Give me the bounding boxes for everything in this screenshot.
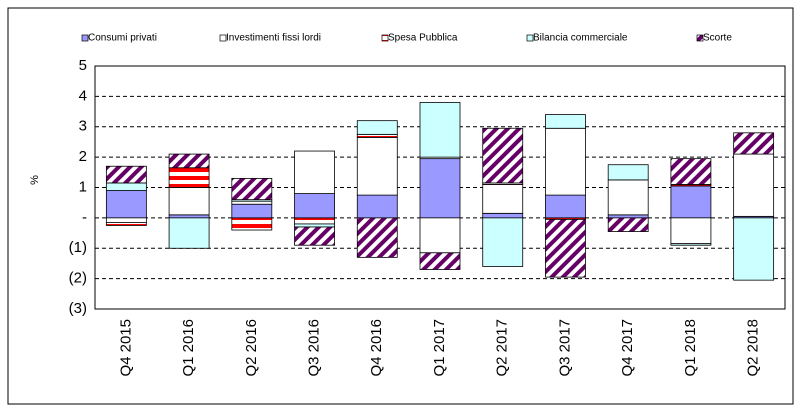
bar-segment: [356, 133, 398, 138]
bar-segment: [419, 158, 461, 219]
bar-segment: [294, 217, 335, 225]
bar-segment: [419, 252, 461, 270]
bar-segment: [545, 114, 586, 129]
y-axis-label: %: [29, 175, 41, 185]
legend-text: Bilancia commerciale: [533, 33, 628, 44]
legend-swatch: [381, 34, 389, 42]
bar-segment: [545, 127, 586, 196]
legend-text: Scorte: [703, 33, 732, 44]
x-tick-label: Q3 2017: [556, 319, 573, 377]
bar-segment: [670, 158, 712, 185]
y-tick-label: 1: [79, 178, 87, 195]
legend-swatch: [526, 34, 534, 42]
bar-segment: [607, 164, 649, 181]
bar-segment: [231, 217, 273, 231]
bar-segment: [356, 194, 398, 219]
y-tick-label: (1): [69, 239, 87, 256]
bar-segment: [733, 132, 775, 155]
legend-swatch: [219, 34, 227, 42]
y-tick-label: (3): [69, 300, 87, 317]
bar-segment: [105, 165, 147, 184]
bar-segment: [356, 217, 398, 258]
bar-segment: [419, 217, 461, 254]
y-tick-label: (2): [69, 270, 87, 287]
bar-segment: [419, 102, 461, 158]
bar-segment: [168, 167, 210, 188]
bar-segment: [168, 217, 210, 249]
x-tick-label: Q4 2016: [368, 319, 385, 377]
bar-segment: [482, 184, 524, 214]
bar-segment: [294, 193, 335, 219]
x-tick-label: Q1 2018: [682, 319, 699, 377]
bar-segment: [733, 153, 775, 217]
bar-segment: [294, 150, 335, 194]
bar-segment: [545, 194, 586, 219]
y-tick-label: 3: [79, 118, 87, 135]
bar-segment: [482, 217, 524, 267]
chart-frame: [7, 7, 794, 405]
x-tick-label: Q1 2017: [431, 319, 448, 377]
legend-swatch: [81, 34, 89, 42]
bar-segment: [670, 217, 712, 245]
bar-segment: [482, 127, 524, 184]
bar-segment: [294, 223, 335, 228]
bar-segment: [294, 226, 335, 246]
bar-segment: [607, 217, 649, 232]
y-tick-label: 4: [79, 87, 87, 104]
x-tick-label: Q2 2016: [243, 319, 260, 377]
plot-frame: [94, 65, 786, 310]
bar-segment: [482, 212, 524, 219]
legend-text: Consumi privati: [88, 33, 157, 44]
bar-segment: [733, 217, 775, 281]
bar-segment: [105, 222, 147, 226]
x-tick-label: Q3 2016: [306, 319, 323, 377]
bar-segment: [356, 120, 398, 135]
x-tick-label: Q4 2017: [619, 319, 636, 377]
bar-segment: [607, 214, 649, 219]
y-tick-label: 2: [79, 148, 87, 165]
x-tick-label: Q1 2016: [180, 319, 197, 377]
bar-segment: [105, 182, 147, 191]
legend-text: Investimenti fissi lordi: [226, 33, 321, 44]
bar-segment: [670, 185, 712, 219]
bar-segment: [168, 153, 210, 169]
bar-segment: [231, 203, 273, 219]
y-tick-label: -: [82, 209, 87, 226]
bar-segment: [670, 243, 712, 246]
bar-segment: [545, 218, 586, 278]
legend-swatch: [696, 34, 704, 42]
bar-segment: [168, 214, 210, 219]
x-tick-label: Q2 2017: [494, 319, 511, 377]
x-tick-label: Q2 2018: [745, 319, 762, 377]
bar-segment: [105, 217, 147, 223]
legend-text: Spesa Pubblica: [388, 33, 458, 44]
bar-segment: [105, 190, 147, 219]
bar-segment: [231, 200, 273, 205]
bar-segment: [356, 136, 398, 196]
bar-segment: [607, 179, 649, 216]
bar-segment: [168, 187, 210, 216]
y-tick-label: 5: [79, 57, 87, 74]
x-tick-label: Q4 2015: [117, 319, 134, 377]
bar-segment: [231, 177, 273, 201]
